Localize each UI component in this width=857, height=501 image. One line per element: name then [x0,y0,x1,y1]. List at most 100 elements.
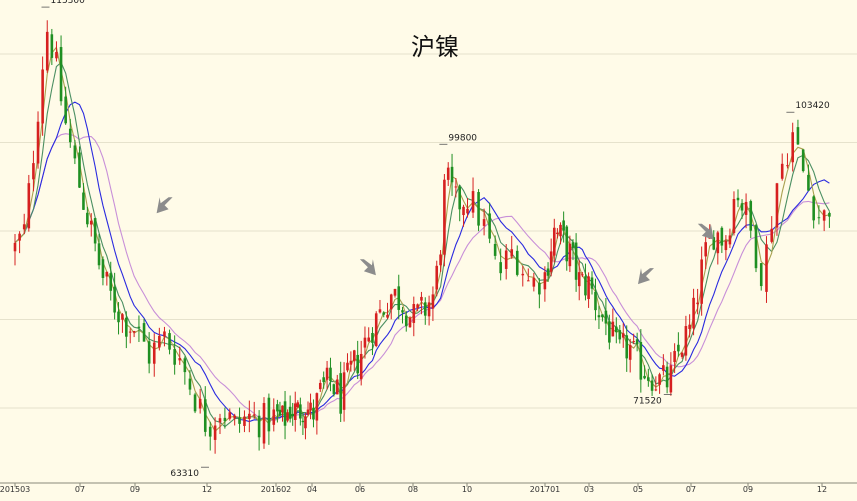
candle [73,140,77,165]
candle [349,351,353,372]
candle-body [724,240,728,251]
x-tick-label: 12 [817,485,827,494]
candle [439,250,442,272]
x-tick-label: 07 [75,485,85,494]
candle-body [82,192,85,210]
candle-body [669,365,673,393]
candle-body [521,273,525,276]
candle-body [770,228,774,242]
candle-body [458,186,462,210]
candle [618,325,622,344]
candle [393,288,397,298]
candle-body [183,358,187,373]
candle-body [493,243,497,256]
candle [152,333,156,377]
candle [724,235,728,261]
candle [431,286,435,322]
candle-body [374,313,378,347]
candle-body [50,34,54,58]
candle [632,333,635,345]
candle-body [178,358,182,361]
candle [257,410,261,451]
candle-body [597,315,601,318]
candle-body [168,333,171,350]
candle [775,182,779,236]
candle [158,327,161,351]
candle [86,206,89,228]
candle [93,217,97,252]
candle [339,361,342,423]
candle [243,410,246,433]
candle [604,298,608,336]
candle [571,239,575,261]
candle-body [408,317,412,328]
candle [754,224,758,273]
candle [59,35,63,106]
candle [744,193,748,229]
candle-body [218,418,222,423]
candle-body [252,414,256,416]
candle-body [125,317,128,337]
chart-plot-background [0,0,857,483]
candle-body [238,417,241,424]
candle [462,204,465,227]
trend-arrow [697,223,714,240]
candle-body [677,344,680,352]
candle-body [257,415,261,438]
candle-body [356,354,359,374]
candle [248,400,251,433]
candle-body [431,294,435,309]
candle-body [173,349,176,365]
candle [759,262,763,291]
candle-body [291,413,294,416]
candle-body [286,412,289,421]
candle [315,392,319,435]
candle-body [152,342,156,364]
candle [581,271,584,278]
candle-body [101,259,105,278]
candle [267,393,271,445]
candle-body [435,265,439,290]
candle-body [543,272,547,290]
candle-body [281,405,284,413]
candle-body [658,374,661,385]
candle-body [754,225,758,269]
candle [382,311,386,318]
candle-body [618,330,622,340]
candle-body [382,312,386,315]
candle [408,316,412,328]
candle-body [615,326,618,333]
candle-body [696,302,699,305]
candle-body [272,409,276,425]
candle-body [704,242,707,257]
candle [688,314,691,338]
candle-body [359,353,363,380]
candle-body [568,243,572,267]
candle [223,407,227,429]
candle [611,308,615,337]
candle [193,392,197,414]
candle-body [780,163,784,179]
candle [128,328,132,344]
candle [565,225,569,271]
candle [423,297,427,325]
candle [527,268,530,282]
candle [770,216,774,244]
candle [559,222,562,245]
trend-arrow [156,197,173,214]
candle-body [306,409,310,415]
candle-body [352,350,356,362]
candle [132,330,136,338]
candle [281,405,284,422]
candle [178,346,182,365]
candle [625,325,629,372]
candle [89,213,93,237]
candle [647,368,650,387]
candle-body [538,282,541,295]
candle-body [113,286,116,313]
candle [50,28,54,66]
candle [213,417,217,454]
trend-arrow [638,268,654,285]
candle [780,153,784,181]
candle [286,409,289,423]
